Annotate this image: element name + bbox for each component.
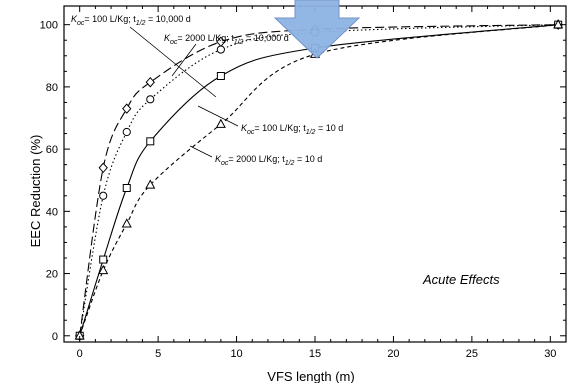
y-tick-label: 100 (40, 20, 58, 32)
circle-marker (216, 45, 225, 54)
annotation-layer: Koc= 100 L/Kg; t1/2 = 10,000 d Koc= 2000 … (71, 14, 343, 167)
circle-marker (122, 127, 131, 137)
triangle-marker (553, 19, 564, 29)
axes-layer: 0 5 10 15 20 25 30 0 20 40 60 80 100 (40, 5, 567, 360)
diamond-marker (98, 162, 108, 174)
x-tick-label: 5 (155, 348, 161, 360)
y-tick-label: 40 (46, 206, 58, 218)
diamond-marker (122, 103, 132, 114)
triangle-marker (215, 118, 226, 128)
series-2 (75, 20, 563, 340)
y-tick-label: 80 (46, 82, 58, 94)
x-tick-label: 20 (387, 348, 399, 360)
annotation-2: Koc= 2000 L/Kg; t1/2 = 10,000 d (164, 33, 289, 77)
y-tick-label: 0 (52, 331, 58, 343)
leader-line (129, 26, 217, 98)
x-tick-label: 10 (230, 348, 242, 360)
square-marker (99, 255, 108, 264)
series-line (79, 24, 559, 336)
leader-line (171, 43, 197, 77)
annotation-label: Koc= 100 L/Kg; t1/2 = 10 d (241, 123, 343, 136)
triangle-marker (145, 179, 156, 189)
x-tick-label: 0 (77, 348, 83, 360)
x-tick-label: 30 (544, 348, 556, 360)
x-axis-title: VFS length (m) (267, 369, 354, 383)
series-line (79, 24, 559, 336)
triangle-marker (98, 264, 109, 275)
square-marker (146, 137, 155, 146)
annotation-label: Koc= 2000 L/Kg; t1/2 = 10,000 d (164, 33, 289, 46)
leader-line (189, 145, 213, 158)
square-marker (216, 72, 225, 80)
annotation-4: Koc= 2000 L/Kg; t1/2 = 10 d (189, 145, 322, 167)
square-marker (122, 184, 131, 192)
series-1 (75, 19, 563, 342)
down-arrow-icon (273, 0, 361, 59)
annotation-label: Koc= 2000 L/Kg; t1/2 = 10 d (215, 154, 322, 167)
series-4 (74, 19, 564, 340)
arrow-shape (273, 0, 361, 59)
annotation-1: Koc= 100 L/Kg; t1/2 = 10,000 d (71, 14, 217, 98)
leader-line (197, 105, 239, 127)
y-axis-title: EEC Reduction (%) (28, 135, 43, 248)
acute-effects-note: Acute Effects (422, 272, 500, 287)
series-line (79, 24, 559, 336)
y-tick-label: 20 (46, 269, 58, 281)
annotation-label: Koc= 100 L/Kg; t1/2 = 10,000 d (71, 14, 191, 27)
triangle-marker (121, 218, 132, 228)
circle-marker (99, 191, 108, 200)
annotation-3: Koc= 100 L/Kg; t1/2 = 10 d (197, 105, 343, 136)
series-layer (74, 19, 564, 342)
series-line (79, 24, 559, 336)
y-tick-label: 60 (46, 144, 58, 156)
circle-marker (146, 95, 155, 104)
x-tick-label: 15 (309, 348, 321, 360)
x-tick-label: 25 (466, 348, 478, 360)
diamond-marker (145, 76, 155, 88)
series-3 (75, 20, 563, 340)
